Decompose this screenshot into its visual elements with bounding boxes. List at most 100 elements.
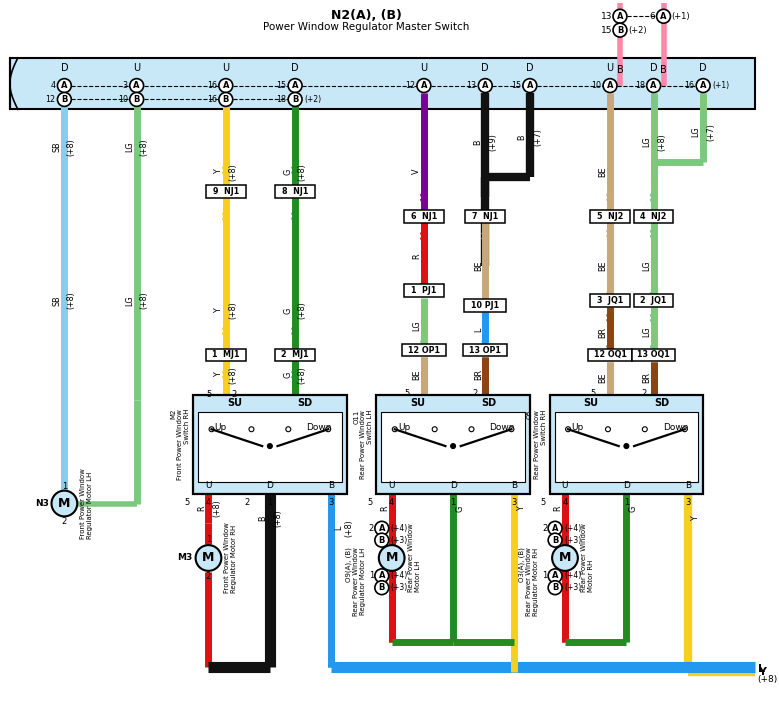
- Text: A: A: [552, 571, 559, 581]
- Text: 8  NJ1: 8 NJ1: [282, 187, 308, 196]
- Text: A: A: [61, 81, 68, 90]
- Text: 9  NJ1: 9 NJ1: [213, 187, 239, 196]
- Text: 5: 5: [541, 498, 545, 507]
- Text: U: U: [222, 62, 229, 73]
- Text: A: A: [223, 81, 229, 90]
- Circle shape: [209, 427, 214, 432]
- Circle shape: [326, 427, 330, 432]
- Text: B: B: [328, 481, 334, 490]
- Circle shape: [603, 79, 617, 93]
- Text: SU: SU: [583, 399, 598, 409]
- Bar: [193, 395, 347, 494]
- Text: A: A: [617, 12, 623, 21]
- Text: R: R: [554, 505, 562, 511]
- Text: M: M: [203, 552, 215, 564]
- Text: BE: BE: [598, 373, 608, 383]
- Text: D: D: [481, 62, 489, 73]
- Text: 13 OQ1: 13 OQ1: [637, 350, 670, 359]
- Text: D: D: [623, 481, 630, 490]
- Text: (+3): (+3): [391, 536, 408, 545]
- Text: (+4): (+4): [391, 524, 408, 533]
- Text: N3: N3: [34, 499, 48, 508]
- Text: 1  MJ1: 1 MJ1: [212, 350, 240, 359]
- Text: U: U: [205, 481, 212, 490]
- Bar: [275, 185, 315, 198]
- Text: LG: LG: [125, 295, 134, 306]
- Text: B: B: [617, 26, 623, 34]
- Text: BR: BR: [642, 372, 651, 383]
- Text: A: A: [421, 81, 427, 90]
- Text: M: M: [386, 552, 398, 564]
- Circle shape: [552, 545, 578, 571]
- Text: 10: 10: [591, 81, 601, 90]
- Text: 15: 15: [601, 26, 612, 34]
- Circle shape: [249, 427, 254, 432]
- Text: M: M: [58, 497, 71, 510]
- Text: G: G: [284, 307, 293, 314]
- Text: (+3): (+3): [391, 583, 408, 592]
- Text: 16: 16: [207, 81, 217, 90]
- Circle shape: [682, 427, 687, 432]
- Text: B: B: [517, 134, 527, 140]
- Text: D: D: [650, 62, 657, 73]
- Text: (+8): (+8): [273, 510, 282, 527]
- Text: A: A: [607, 81, 613, 90]
- Text: D: D: [61, 62, 69, 73]
- Text: (+9): (+9): [488, 133, 498, 151]
- Circle shape: [58, 93, 72, 107]
- Text: (+3): (+3): [564, 536, 581, 545]
- Text: A: A: [552, 524, 559, 533]
- Text: SB: SB: [53, 142, 62, 152]
- Text: LG: LG: [642, 137, 651, 147]
- Text: Front Power Window
Regulator Motor LH: Front Power Window Regulator Motor LH: [80, 468, 93, 539]
- Text: D: D: [700, 62, 707, 73]
- Bar: [555, 412, 698, 482]
- Bar: [464, 343, 507, 357]
- Bar: [634, 210, 673, 223]
- Text: R: R: [197, 505, 206, 511]
- Text: 1: 1: [450, 498, 456, 507]
- Text: 4: 4: [206, 498, 211, 507]
- Bar: [206, 185, 245, 198]
- Text: A: A: [650, 81, 657, 90]
- Text: SD: SD: [481, 399, 496, 409]
- Text: LG: LG: [125, 142, 134, 152]
- Text: 5: 5: [590, 389, 596, 398]
- Text: (+7): (+7): [707, 123, 716, 141]
- Circle shape: [469, 427, 474, 432]
- Text: A: A: [482, 81, 488, 90]
- Text: 13 OP1: 13 OP1: [469, 345, 501, 355]
- Circle shape: [647, 79, 661, 93]
- Text: 1: 1: [368, 571, 374, 581]
- Bar: [632, 348, 675, 362]
- Text: 12 OQ1: 12 OQ1: [594, 350, 626, 359]
- Text: Down: Down: [663, 423, 689, 432]
- Circle shape: [605, 427, 611, 432]
- Bar: [590, 294, 630, 307]
- Text: A: A: [527, 81, 533, 90]
- Text: BR: BR: [598, 326, 608, 338]
- Text: M3: M3: [178, 553, 192, 562]
- Circle shape: [58, 79, 72, 93]
- Circle shape: [130, 79, 143, 93]
- Text: B: B: [259, 515, 267, 521]
- Text: 5  NJ2: 5 NJ2: [597, 212, 623, 221]
- Circle shape: [548, 581, 562, 595]
- Text: 5: 5: [206, 390, 212, 399]
- Text: Down: Down: [489, 423, 515, 432]
- Text: V: V: [412, 169, 421, 175]
- Text: B: B: [552, 583, 559, 592]
- Bar: [275, 348, 315, 362]
- Text: BE: BE: [598, 260, 608, 271]
- Bar: [376, 395, 530, 494]
- Text: 2  JQ1: 2 JQ1: [640, 296, 667, 305]
- Text: L: L: [758, 664, 765, 674]
- Text: 12: 12: [405, 81, 415, 90]
- Text: Up: Up: [215, 423, 227, 432]
- Text: 13: 13: [601, 12, 612, 21]
- Bar: [588, 348, 632, 362]
- Circle shape: [613, 9, 627, 23]
- Text: B: B: [379, 583, 385, 592]
- Circle shape: [286, 427, 291, 432]
- Text: 1: 1: [542, 571, 547, 581]
